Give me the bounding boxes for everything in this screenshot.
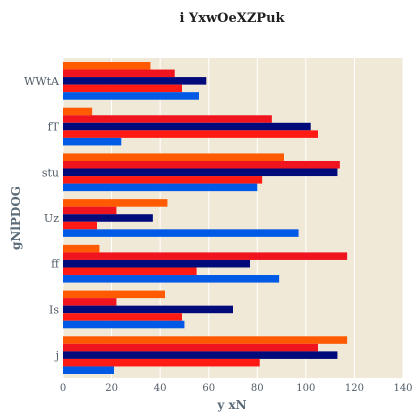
bar xyxy=(63,298,117,306)
bar xyxy=(63,168,338,177)
category-label: Uz xyxy=(44,212,59,225)
bar xyxy=(63,305,233,314)
x-tick-label: 60 xyxy=(202,383,215,394)
bars xyxy=(63,62,348,374)
bar xyxy=(63,176,263,184)
bar xyxy=(63,259,250,268)
bar xyxy=(63,183,258,192)
category-label: WWtA xyxy=(24,75,60,88)
x-tick-labels: 0 20 40 60 80 100 120 140 xyxy=(60,383,413,394)
category-label: Is xyxy=(49,303,59,316)
bar xyxy=(63,343,318,352)
x-tick-label: 40 xyxy=(154,383,167,394)
bar xyxy=(63,153,284,161)
chart-title: i YxwOeXZPuk xyxy=(179,11,285,26)
category-labels: WWtA fT stu Uz ff Is j xyxy=(24,75,60,362)
x-tick-label: 0 xyxy=(60,383,66,394)
bar xyxy=(63,84,182,93)
x-tick-label: 140 xyxy=(393,383,412,394)
x-tick-label: 100 xyxy=(296,383,315,394)
category-label: stu xyxy=(42,166,59,179)
x-tick-label: 20 xyxy=(105,383,118,394)
bar xyxy=(63,252,348,260)
bar xyxy=(63,313,182,321)
category-label: ff xyxy=(51,258,60,271)
bar xyxy=(63,92,199,100)
bar xyxy=(63,320,185,329)
bar xyxy=(63,229,299,237)
x-tick-label: 80 xyxy=(251,383,264,394)
bar xyxy=(63,221,97,230)
bar xyxy=(63,122,311,131)
bar xyxy=(63,107,93,116)
bar xyxy=(63,351,338,359)
bar xyxy=(63,214,153,222)
bar xyxy=(63,160,340,169)
x-tick-label: 120 xyxy=(345,383,364,394)
bar xyxy=(63,130,318,138)
bar xyxy=(63,366,114,374)
bar xyxy=(63,275,280,283)
bar xyxy=(63,137,122,146)
category-label: j xyxy=(54,349,59,362)
x-axis-label: y xN xyxy=(216,398,246,412)
bar xyxy=(63,206,117,215)
bar xyxy=(63,336,348,344)
y-axis-label: gNlPDOG xyxy=(9,186,23,250)
bar xyxy=(63,199,168,207)
bar xyxy=(63,62,151,70)
bar xyxy=(63,358,260,367)
bar xyxy=(63,267,197,276)
bar xyxy=(63,115,272,123)
bar xyxy=(63,290,165,299)
bar xyxy=(63,244,100,253)
bar xyxy=(63,77,207,85)
bar xyxy=(63,69,175,78)
category-label: fT xyxy=(48,121,60,134)
